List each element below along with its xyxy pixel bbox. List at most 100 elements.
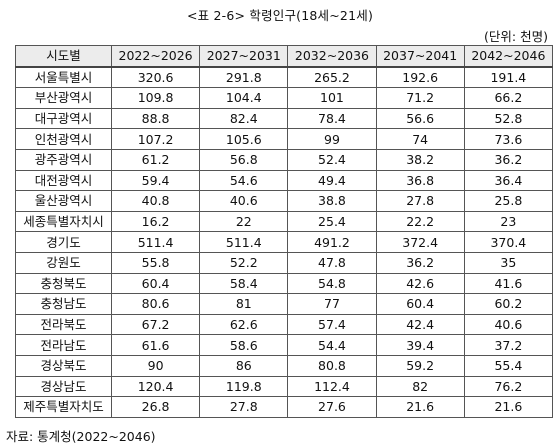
value-cell: 58.6	[199, 334, 289, 356]
region-cell: 충청남도	[15, 293, 112, 315]
value-cell: 25.8	[463, 190, 554, 212]
value-cell: 66.2	[463, 87, 554, 109]
value-cell: 88.8	[110, 107, 201, 130]
value-cell: 40.6	[199, 190, 289, 212]
value-cell: 81	[199, 293, 289, 315]
value-cell: 22.2	[375, 210, 465, 233]
table-row: 인천광역시 107.2 105.6 99 74 73.6	[15, 128, 554, 150]
value-cell: 80.6	[110, 293, 201, 315]
value-cell: 58.4	[199, 272, 289, 295]
value-cell: 511.4	[110, 231, 201, 253]
table-row: 충청북도 60.4 58.4 54.8 42.6 41.6	[15, 272, 554, 295]
value-cell: 67.2	[110, 313, 201, 336]
value-cell: 56.6	[375, 107, 465, 130]
value-cell: 54.8	[287, 272, 377, 295]
table-row: 경상남도 120.4 119.8 112.4 82 76.2	[15, 375, 554, 398]
value-cell: 77	[287, 293, 377, 315]
region-cell: 강원도	[15, 251, 112, 274]
region-cell: 세종특별자치시	[15, 210, 112, 233]
region-cell: 경상남도	[15, 375, 112, 398]
table-row: 부산광역시 109.8 104.4 101 71.2 66.2	[15, 87, 554, 109]
value-cell: 491.2	[287, 231, 377, 253]
value-cell: 52.8	[463, 107, 554, 130]
table-row: 경상북도 90 86 80.8 59.2 55.4	[15, 354, 554, 377]
value-cell: 38.2	[375, 148, 465, 171]
value-cell: 21.6	[463, 396, 554, 418]
value-cell: 57.4	[287, 313, 377, 336]
value-cell: 59.4	[110, 169, 201, 192]
value-cell: 47.8	[287, 251, 377, 274]
value-cell: 372.4	[375, 231, 465, 253]
value-cell: 42.4	[375, 313, 465, 336]
value-cell: 60.2	[463, 293, 554, 315]
value-cell: 78.4	[287, 107, 377, 130]
table-row: 대구광역시 88.8 82.4 78.4 56.6 52.8	[15, 107, 554, 130]
region-cell: 전라남도	[15, 334, 112, 356]
value-cell: 120.4	[110, 375, 201, 398]
value-cell: 26.8	[110, 396, 201, 418]
value-cell: 23	[463, 210, 554, 233]
value-cell: 25.4	[287, 210, 377, 233]
header-row: 시도별 2022~2026 2027~2031 2032~2036 2037~2…	[15, 44, 554, 68]
column-header: 2037~2041	[375, 44, 465, 68]
value-cell: 61.2	[110, 148, 201, 171]
value-cell: 38.8	[287, 190, 377, 212]
value-cell: 35	[463, 251, 554, 274]
value-cell: 191.4	[463, 66, 554, 89]
value-cell: 60.4	[110, 272, 201, 295]
value-cell: 82	[375, 375, 465, 398]
value-cell: 36.2	[463, 148, 554, 171]
value-cell: 36.4	[463, 169, 554, 192]
column-header: 2042~2046	[463, 44, 554, 68]
region-cell: 서울특별시	[15, 66, 112, 89]
value-cell: 107.2	[110, 128, 201, 150]
region-cell: 광주광역시	[15, 148, 112, 171]
table-row: 경기도 511.4 511.4 491.2 372.4 370.4	[15, 231, 554, 253]
value-cell: 61.6	[110, 334, 201, 356]
region-cell: 울산광역시	[15, 190, 112, 212]
column-header: 시도별	[15, 44, 112, 68]
value-cell: 40.8	[110, 190, 201, 212]
value-cell: 112.4	[287, 375, 377, 398]
value-cell: 49.4	[287, 169, 377, 192]
table-row: 전라남도 61.6 58.6 54.4 39.4 37.2	[15, 334, 554, 356]
column-header: 2027~2031	[199, 44, 289, 68]
value-cell: 86	[199, 354, 289, 377]
region-cell: 대전광역시	[15, 169, 112, 192]
value-cell: 21.6	[375, 396, 465, 418]
source-note: 자료: 통계청(2022~2046)	[6, 429, 156, 444]
table-row: 전라북도 67.2 62.6 57.4 42.4 40.6	[15, 313, 554, 336]
value-cell: 52.4	[287, 148, 377, 171]
table-row: 충청남도 80.6 81 77 60.4 60.2	[15, 293, 554, 315]
value-cell: 99	[287, 128, 377, 150]
value-cell: 62.6	[199, 313, 289, 336]
unit-label: (단위: 천명)	[484, 29, 548, 44]
table-row: 제주특별자치도 26.8 27.8 27.6 21.6 21.6	[15, 396, 554, 418]
region-cell: 경기도	[15, 231, 112, 253]
table-row: 광주광역시 61.2 56.8 52.4 38.2 36.2	[15, 148, 554, 171]
value-cell: 36.2	[375, 251, 465, 274]
table-row: 세종특별자치시 16.2 22 25.4 22.2 23	[15, 210, 554, 233]
value-cell: 22	[199, 210, 289, 233]
value-cell: 109.8	[110, 87, 201, 109]
value-cell: 73.6	[463, 128, 554, 150]
value-cell: 71.2	[375, 87, 465, 109]
value-cell: 76.2	[463, 375, 554, 398]
region-cell: 제주특별자치도	[15, 396, 112, 418]
value-cell: 27.8	[375, 190, 465, 212]
value-cell: 80.8	[287, 354, 377, 377]
table-row: 대전광역시 59.4 54.6 49.4 36.8 36.4	[15, 169, 554, 192]
value-cell: 105.6	[199, 128, 289, 150]
value-cell: 192.6	[375, 66, 465, 89]
value-cell: 511.4	[199, 231, 289, 253]
value-cell: 320.6	[110, 66, 201, 89]
value-cell: 265.2	[287, 66, 377, 89]
value-cell: 59.2	[375, 354, 465, 377]
value-cell: 27.6	[287, 396, 377, 418]
table-row: 서울특별시 320.6 291.8 265.2 192.6 191.4	[15, 66, 554, 89]
region-cell: 충청북도	[15, 272, 112, 295]
value-cell: 55.4	[463, 354, 554, 377]
value-cell: 36.8	[375, 169, 465, 192]
table-body: 서울특별시 320.6 291.8 265.2 192.6 191.4 부산광역시 109.8…	[15, 66, 554, 418]
table-caption: <표 2-6> 학령인구(18세~21세)	[186, 8, 374, 23]
